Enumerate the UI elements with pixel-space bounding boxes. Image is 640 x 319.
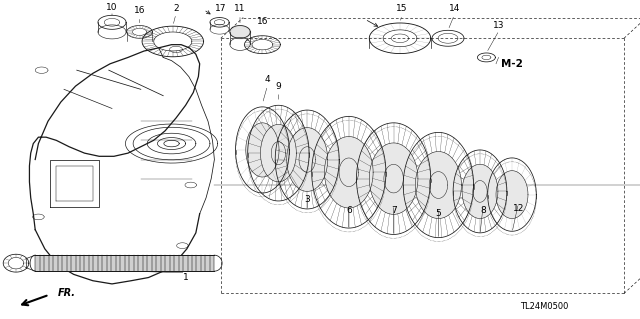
Polygon shape <box>324 137 373 208</box>
Polygon shape <box>260 124 296 182</box>
Text: 15: 15 <box>396 4 408 13</box>
Polygon shape <box>496 171 528 219</box>
Text: 9: 9 <box>276 82 281 91</box>
Text: 13: 13 <box>493 21 505 30</box>
Text: 5: 5 <box>436 209 441 218</box>
Text: M-2: M-2 <box>501 59 523 69</box>
Text: 14: 14 <box>449 4 460 13</box>
Text: 2: 2 <box>173 4 179 13</box>
Polygon shape <box>246 123 279 177</box>
Text: 6: 6 <box>346 206 351 215</box>
Text: FR.: FR. <box>58 287 76 298</box>
Text: 11: 11 <box>234 4 246 13</box>
Text: 4: 4 <box>265 75 270 84</box>
Polygon shape <box>369 143 418 214</box>
Text: 1: 1 <box>183 273 188 282</box>
Text: 12: 12 <box>513 204 524 213</box>
Text: 10: 10 <box>106 4 118 12</box>
Polygon shape <box>287 128 328 191</box>
Text: 16: 16 <box>134 6 145 15</box>
Polygon shape <box>462 164 498 219</box>
Text: TL24M0500: TL24M0500 <box>520 302 568 311</box>
Text: 8: 8 <box>481 206 486 215</box>
Text: 16: 16 <box>257 17 268 26</box>
Text: 7: 7 <box>391 206 396 215</box>
Text: 17: 17 <box>215 4 227 13</box>
Text: 3: 3 <box>305 195 310 204</box>
Polygon shape <box>35 255 214 271</box>
Polygon shape <box>415 152 461 219</box>
